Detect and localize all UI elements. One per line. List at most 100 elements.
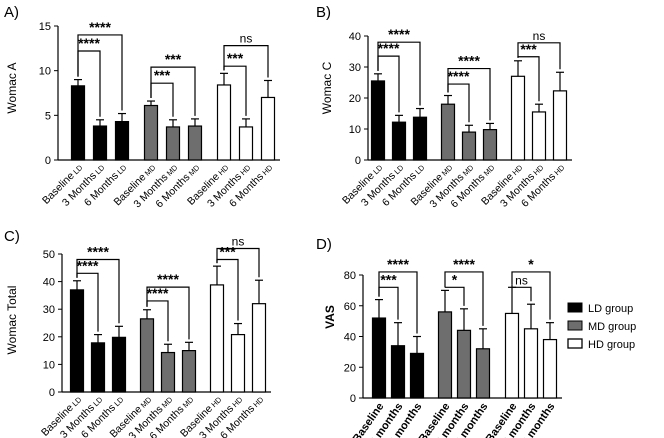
panel-d-y-axis-title: VAS: [323, 305, 337, 329]
panel-d-bar-1: [371, 317, 387, 399]
panel-c-bar-8: [230, 333, 246, 393]
panel-d-label: D): [316, 236, 332, 253]
legend-swatch-hd: [567, 338, 583, 349]
panel-d-significance-label: ns: [515, 273, 528, 287]
panel-a-y-axis-title: Womac A: [5, 62, 19, 113]
panel-b-label: B): [316, 4, 331, 21]
panel-b-significance-label: ****: [378, 40, 400, 56]
panel-b-y-axis-title: Womac C: [320, 61, 334, 114]
panel-c-y-tick-label: 20: [43, 332, 55, 344]
panel-d-bar-6: [475, 348, 491, 399]
legend-label-md: MD group: [588, 321, 636, 333]
panel-d-bar-3: [409, 352, 425, 399]
panel-a-bar-8: [238, 126, 254, 161]
panel-d-significance-bracket: [378, 271, 418, 334]
panel-b-y-tick-label: 10: [349, 124, 361, 136]
legend-swatch-md: [567, 320, 583, 331]
panel-a-significance-label: ***: [154, 67, 171, 83]
panel-c-label: C): [4, 228, 20, 245]
panel-a-bar-6: [187, 125, 203, 161]
panel-d-significance-label: ****: [453, 256, 475, 272]
panel-c-significance-label: ****: [147, 285, 169, 301]
panel-c-bar-2: [90, 342, 106, 393]
panel-c-bar-1: [69, 289, 85, 393]
panel-c-bar-7: [209, 284, 225, 393]
panel-d-significance-bracket: [511, 284, 532, 302]
panel-c-significance-label: ns: [232, 234, 245, 248]
panel-d-bar-7: [504, 312, 520, 399]
panel-c-significance-bracket: [76, 258, 120, 324]
panel-d-bar-2: [390, 345, 406, 399]
panel-c-bar-9: [251, 303, 267, 393]
panel-b-y-tick-label: 30: [349, 62, 361, 74]
panel-a-significance-label: ****: [78, 35, 100, 51]
panel-b-bar-9: [552, 90, 568, 161]
panel-d-significance-label: ****: [387, 256, 409, 272]
legend-item-md: MD group: [567, 320, 636, 333]
panel-d-y-tick-label: 20: [344, 362, 356, 374]
panel-b-bar-7: [510, 75, 526, 161]
panel-a-bar-7: [216, 84, 232, 161]
panel-a-bar-5: [165, 126, 181, 161]
panel-c-significance-bracket: [216, 247, 260, 278]
panel-a-y-tick-label: 0: [45, 155, 51, 167]
panel-b-bar-3: [412, 116, 428, 161]
panel-c-significance-bracket: [146, 286, 190, 340]
panel-c-bar-4: [139, 318, 155, 393]
panel-b-significance-bracket: [377, 41, 421, 106]
panel-a-significance-label: ns: [240, 32, 253, 46]
panel-c-significance-label: ***: [219, 244, 236, 260]
legend-swatch-ld: [567, 302, 583, 313]
panel-d-y-tick-label: 40: [344, 332, 356, 344]
panel-a-bar-1: [70, 85, 86, 161]
panel-b-significance-label: ****: [458, 53, 480, 69]
panel-c-significance-label: ****: [157, 271, 179, 287]
panel-d-significance-label: ***: [380, 271, 397, 287]
panel-b-significance-label: ***: [520, 41, 537, 57]
panel-a-significance-bracket: [223, 45, 269, 78]
panel-b-bar-2: [391, 121, 407, 161]
panel-b-significance-bracket: [517, 42, 561, 70]
panel-b-bar-6: [482, 129, 498, 161]
panel-c-y-axis-title: Womac Total: [5, 286, 19, 355]
panel-a-significance-label: ***: [165, 51, 182, 67]
panel-d-significance-bracket: [444, 271, 484, 326]
panel-b-significance-label: ns: [533, 29, 546, 43]
panel-d-significance-label: *: [452, 271, 458, 287]
panel-a-bar-4: [143, 104, 159, 161]
panel-b-y-tick-label: 40: [349, 31, 361, 43]
panel-c-significance-label: ****: [87, 244, 109, 260]
panel-d-significance-bracket: [378, 286, 399, 320]
panel-d-bar-5: [456, 329, 472, 399]
panel-a-bar-3: [114, 120, 130, 161]
panel-d-significance-label: *: [528, 256, 534, 272]
panel-d-y-tick-label: 0: [350, 393, 356, 405]
panel-a-bar-2: [92, 125, 108, 161]
legend-item-hd: HD group: [567, 338, 635, 351]
panel-b-y-tick-label: 20: [349, 93, 361, 105]
panel-c-significance-label: ****: [77, 257, 99, 273]
panel-a-y-tick-label: 10: [39, 66, 51, 78]
panel-d-significance-bracket: [511, 271, 551, 320]
panel-d-y-tick-label: 60: [344, 301, 356, 313]
panel-a-bar-9: [260, 96, 276, 161]
panel-b-significance-bracket: [447, 67, 491, 121]
legend-label-ld: LD group: [588, 303, 633, 315]
panel-b-y-tick-label: 0: [355, 155, 361, 167]
panel-a-significance-bracket: [150, 66, 196, 116]
panel-a-label: A): [4, 4, 19, 21]
panel-c-y-tick-label: 40: [43, 277, 55, 289]
panel-b-bar-8: [531, 111, 547, 161]
panel-c-y-tick-label: 10: [43, 359, 55, 371]
panel-b-bar-5: [461, 131, 477, 161]
panel-c-y-tick-label: 50: [43, 249, 55, 261]
panel-b-bar-4: [440, 103, 456, 161]
